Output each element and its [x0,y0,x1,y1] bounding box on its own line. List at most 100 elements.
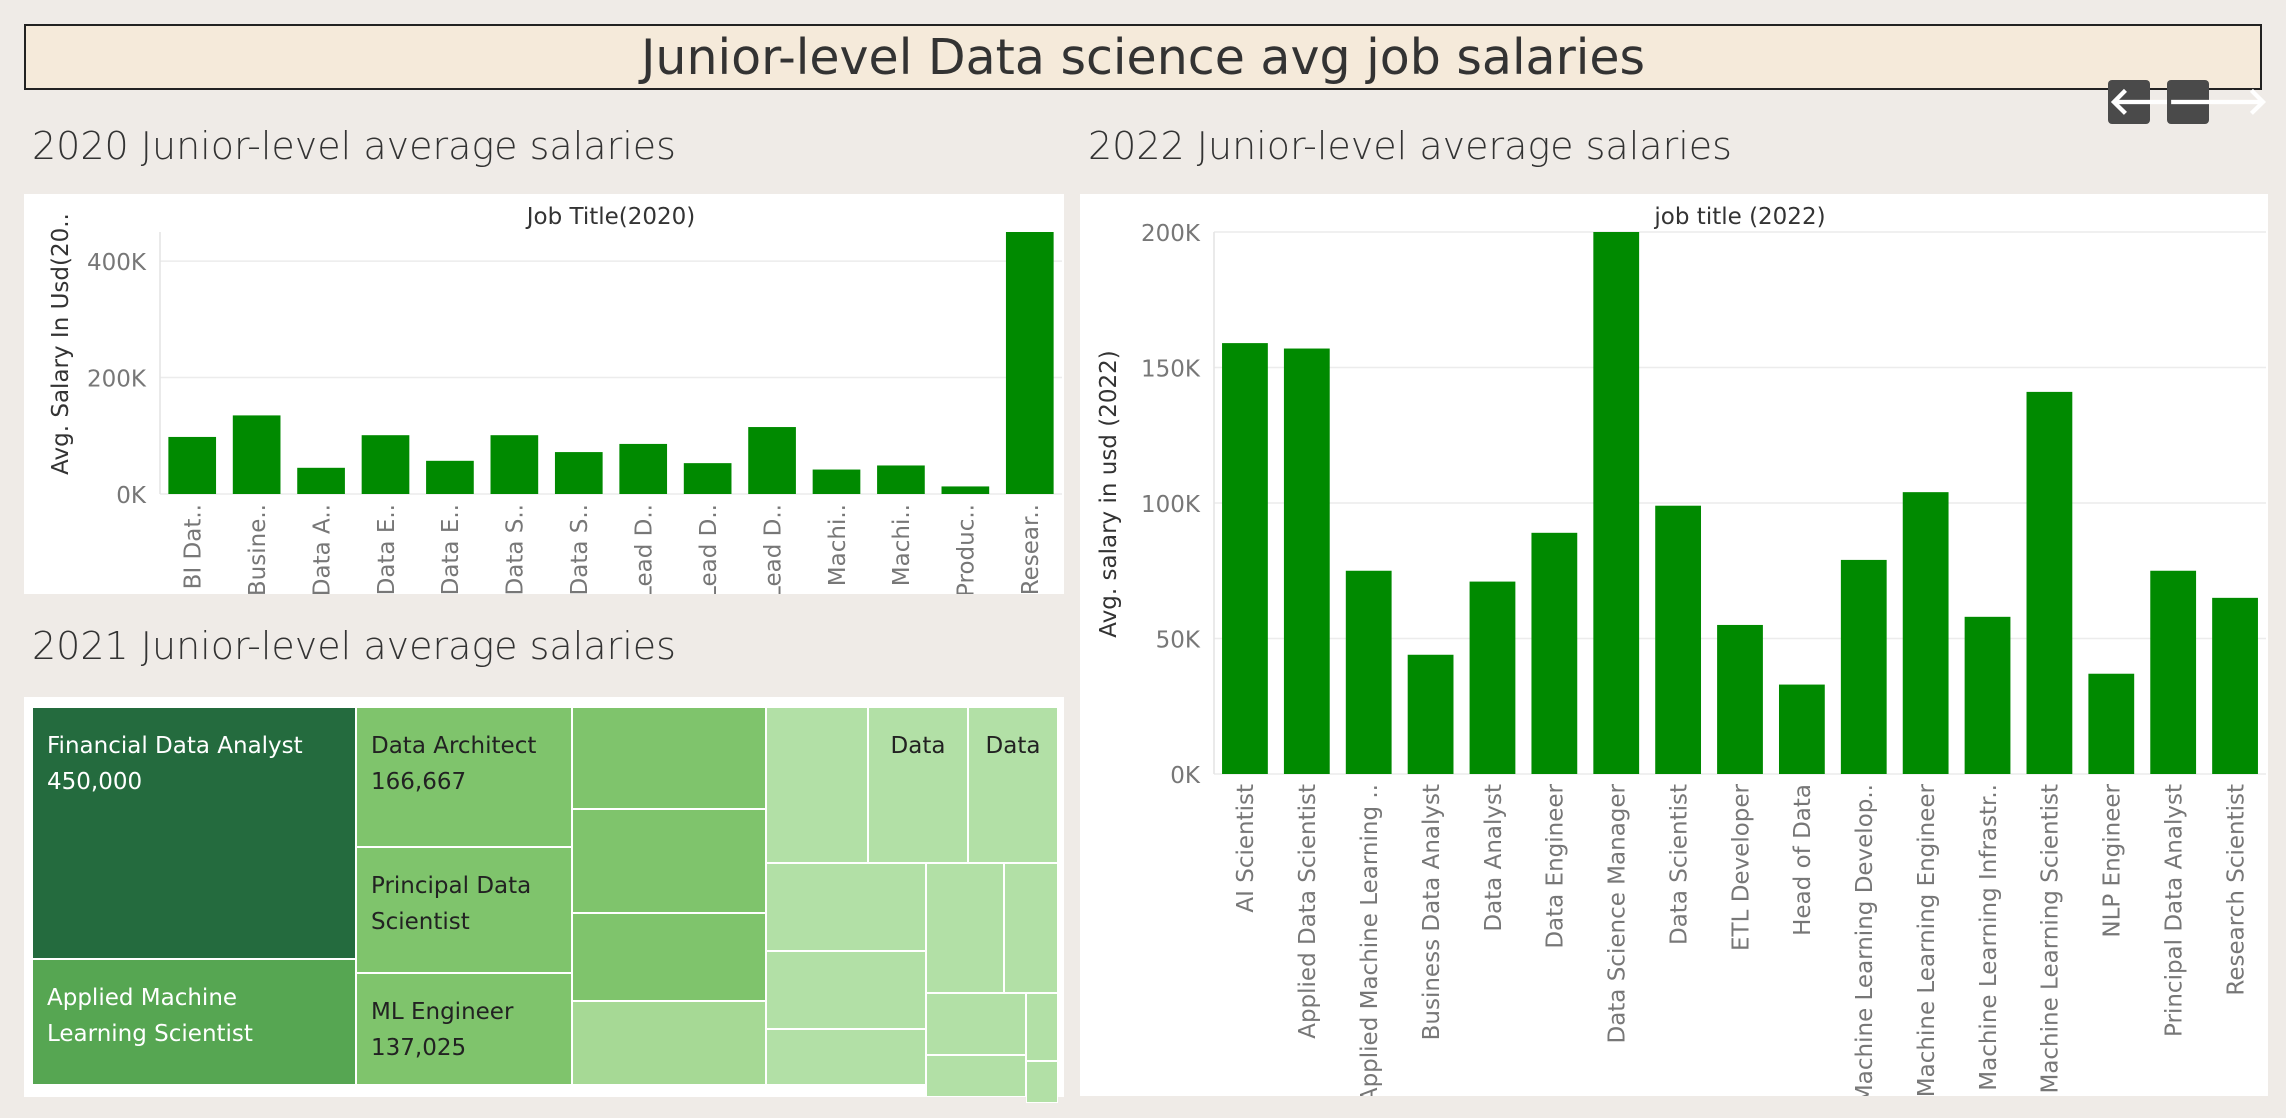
bar[interactable] [1778,684,1825,774]
x-tick-label: Business Data Analyst [1419,784,1445,1040]
bar[interactable] [1902,492,1949,774]
bar[interactable] [619,443,668,494]
y-axis-label: Avg. Salary In Usd(20.. [48,213,74,475]
treemap-cell[interactable] [926,1055,1026,1097]
treemap-cell[interactable] [572,707,766,809]
bar[interactable] [1717,624,1763,774]
section-title-2022: 2022 Junior-level average salaries [1088,124,1732,168]
bar[interactable] [1222,343,1268,774]
bar[interactable] [1840,559,1887,774]
chart-2020-panel: Job Title(2020) 0K 200K 400K Avg. Salary In … [24,194,1064,594]
treemap-cell-name: Data Architect [371,733,537,759]
bar[interactable] [297,467,345,494]
treemap-cell[interactable] [926,863,1004,993]
treemap-cell[interactable] [766,863,926,951]
y-tick-label: 200K [87,367,147,393]
x-tick-label: Machine Learning Scientist [2038,784,2064,1094]
x-tick-label: Lead D.. [760,504,786,594]
bar[interactable] [232,415,281,494]
treemap-cell-value: 166,667 [371,769,467,795]
treemap-cell[interactable]: ML Engineer 137,025 [356,973,572,1085]
x-tick-label: ETL Developer [1728,783,1754,951]
bar[interactable] [168,436,217,494]
chart-title: Job Title(2020) [525,204,696,230]
bar[interactable] [1964,616,2011,774]
treemap-cell[interactable] [572,809,766,913]
y-tick-label: 150K [1141,357,1201,383]
y-tick-label: 0K [116,483,147,509]
x-tick-label: Machi.. [825,504,851,586]
arrow-left-icon[interactable]: 🡐 [2108,79,2210,124]
x-tick-label: Machine Learning Develop.. [1852,784,1878,1096]
treemap-cell[interactable]: Applied Machine Learning Scientist [32,959,356,1085]
x-tick-label: Data Engineer [1543,783,1569,948]
treemap-cell-value: 137,025 [371,1035,467,1061]
x-tick-label: NLP Engineer [2100,783,2126,937]
bar[interactable] [2088,673,2135,774]
bar[interactable] [1593,232,1640,774]
treemap-cell[interactable]: Data [968,707,1058,863]
y-tick-label: 100K [1141,492,1201,518]
arrow-right-icon[interactable]: 🡒 [2167,79,2269,124]
x-tick-label: Machine Learning Infrastr.. [1976,784,2002,1091]
x-tick-label: Machine Learning Engineer [1914,783,1940,1096]
bar[interactable] [2026,391,2073,774]
treemap-cell-name: Applied Machine Learning Scientist [47,985,253,1047]
bar[interactable] [941,486,990,494]
x-tick-label: Data A.. [309,504,335,594]
x-tick-label: Produc.. [954,504,980,594]
y-tick-label: 400K [87,250,147,276]
bar[interactable] [748,427,796,494]
treemap-cell[interactable] [572,913,766,1001]
bar[interactable] [490,435,539,494]
x-tick-label: Data S.. [567,504,593,594]
section-title-2020: 2020 Junior-level average salaries [32,124,676,168]
treemap-cell[interactable] [1026,993,1058,1061]
treemap-cell-value: 450,000 [47,769,143,795]
bar[interactable] [1005,232,1054,494]
x-tick-label: Resear.. [1018,504,1044,594]
bar[interactable] [812,469,861,494]
treemap-cell[interactable]: Data [868,707,968,863]
dashboard-title: Junior-level Data science avg job salari… [24,24,2262,90]
chart-2022-panel: job title (2022) 0K 50K 100K 150K 200K Avg. sa… [1080,194,2268,1096]
treemap-cell-name: Principal Data Scientist [371,873,532,935]
x-tick-label: BI Dat.. [180,504,206,589]
bar[interactable] [361,435,410,494]
bar[interactable] [1407,654,1454,774]
bar[interactable] [554,452,603,494]
treemap-cell[interactable]: Principal Data Scientist [356,847,572,973]
bar[interactable] [2150,570,2197,774]
bar[interactable] [683,463,732,494]
treemap-cell[interactable] [766,707,868,863]
x-tick-label: Machi.. [889,504,915,586]
treemap-cell[interactable] [926,993,1026,1055]
treemap-cell[interactable] [1026,1061,1058,1103]
y-tick-label: 50K [1156,628,1201,654]
section-title-2021: 2021 Junior-level average salaries [32,624,676,668]
bar[interactable] [877,465,925,494]
bar[interactable] [1655,505,1702,774]
chart-2020: Job Title(2020) 0K 200K 400K Avg. Salary In … [48,204,1062,594]
x-tick-label: Busine.. [245,504,271,594]
bar[interactable] [1283,348,1330,774]
bar[interactable] [2212,597,2258,774]
treemap-cell-name: Data [985,733,1041,759]
y-tick-label: 0K [1170,763,1201,789]
bar[interactable] [426,460,474,494]
treemap-cell[interactable] [572,1001,766,1085]
treemap-cell[interactable]: Financial Data Analyst 450,000 [32,707,356,959]
treemap-cell[interactable]: Data Architect 166,667 [356,707,572,847]
treemap-cell[interactable] [766,1029,926,1085]
x-tick-label: Lead D.. [631,504,657,594]
x-tick-label: Applied Data Scientist [1295,784,1321,1039]
bar[interactable] [1531,532,1578,774]
chart-title: job title (2022) [1653,204,1825,230]
x-tick-label: Data Analyst [1481,784,1507,932]
bar[interactable] [1469,581,1516,774]
bar[interactable] [1345,570,1392,774]
treemap-cell[interactable] [1004,863,1058,993]
y-tick-label: 200K [1141,221,1201,247]
treemap-cell[interactable] [766,951,926,1029]
treemap-cell-name: ML Engineer [371,999,514,1025]
